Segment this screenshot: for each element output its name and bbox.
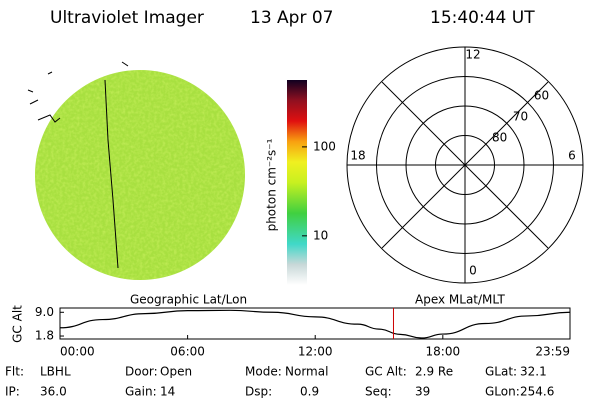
- plot-subtitle: Apex MLat/MLT: [415, 293, 505, 307]
- plot-subtitle: Geographic Lat/Lon: [130, 293, 247, 307]
- mlt-label: 18: [350, 149, 365, 163]
- disk-texture: [35, 70, 245, 280]
- lat-label: 80: [492, 131, 507, 145]
- lat-label: 60: [534, 89, 549, 103]
- lat-label: 70: [513, 110, 528, 124]
- info-value: Normal: [285, 365, 328, 379]
- axis-line: [381, 81, 549, 249]
- x-tick-label: 23:59: [535, 345, 570, 359]
- y-axis-label: GC Alt: [11, 305, 25, 343]
- info-value: 36.0: [40, 385, 67, 399]
- mlt-label: 6: [568, 149, 576, 163]
- info-value: Open: [160, 365, 192, 379]
- lat-ring: [435, 135, 495, 195]
- colorbar-tick-label: 10: [313, 228, 328, 242]
- colorbar-tick-label: 100: [313, 139, 336, 153]
- lat-ring: [376, 76, 554, 254]
- info-label: IP:: [5, 385, 20, 399]
- time: 15:40:44 UT: [430, 8, 535, 28]
- colorbar-label: photon cm⁻²s⁻¹: [265, 138, 279, 231]
- info-label: Seq:: [365, 385, 392, 399]
- title: Ultraviolet Imager: [50, 8, 204, 28]
- lat-ring: [405, 105, 525, 225]
- info-label: Door:: [125, 365, 158, 379]
- coastline: [27, 61, 129, 123]
- x-tick-label: 18:00: [426, 345, 461, 359]
- info-value: 254.6: [520, 385, 554, 399]
- info-label: Gain:: [125, 385, 157, 399]
- info-value: 14: [160, 385, 175, 399]
- y-tick-label: 9.0: [35, 305, 54, 319]
- colorbar: [287, 80, 307, 285]
- info-label: Mode:: [245, 365, 282, 379]
- mlt-label: 0: [469, 264, 477, 278]
- y-tick-label: 1.8: [35, 329, 54, 343]
- info-value: 32.1: [520, 365, 547, 379]
- date: 13 Apr 07: [250, 8, 333, 28]
- x-tick-label: 00:00: [60, 345, 95, 359]
- x-tick-label: 06:00: [170, 345, 205, 359]
- mlt-label: 12: [465, 48, 480, 62]
- info-label: Flt:: [5, 365, 24, 379]
- terminator-line: [104, 79, 119, 269]
- polar-grid: [346, 46, 584, 284]
- info-value: 0.9: [300, 385, 319, 399]
- info-label: GLat:: [485, 365, 517, 379]
- info-label: GLon:: [485, 385, 520, 399]
- info-label: Dsp:: [245, 385, 272, 399]
- info-value: 39: [415, 385, 430, 399]
- info-label: GC Alt:: [365, 365, 407, 379]
- earth-image: [27, 61, 245, 280]
- altitude-line: [59, 309, 571, 339]
- x-tick-label: 12:00: [298, 345, 333, 359]
- info-value: LBHL: [40, 365, 71, 379]
- info-value: 2.9 Re: [415, 365, 453, 379]
